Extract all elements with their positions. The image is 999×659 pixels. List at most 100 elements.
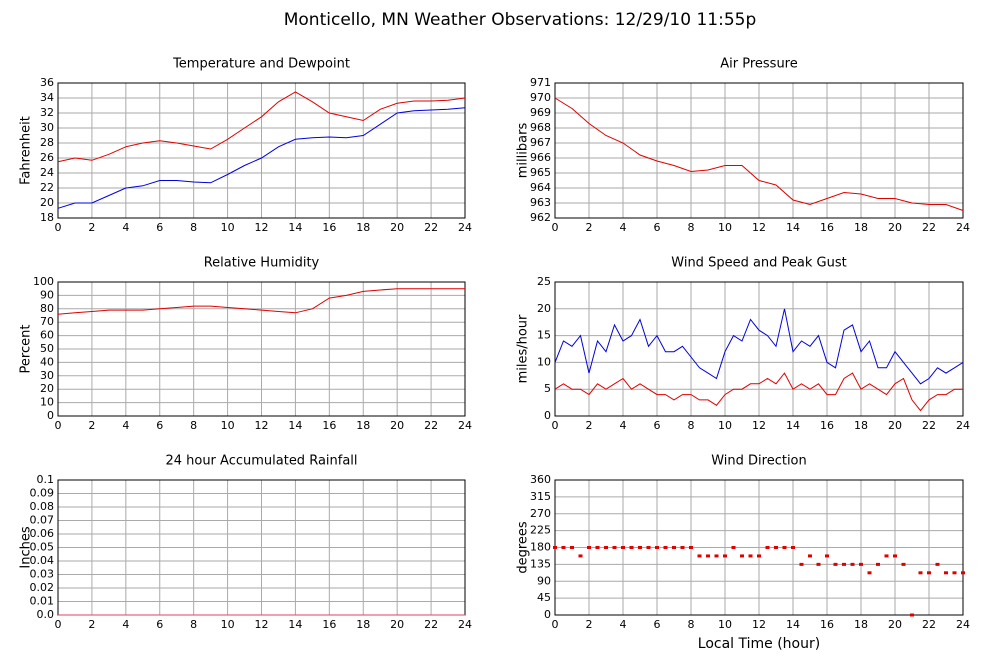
- data-point: [961, 571, 965, 575]
- y-tick-label: 965: [530, 166, 551, 179]
- y-tick-label: 25: [537, 275, 551, 288]
- y-tick-label: 0: [544, 608, 551, 621]
- y-tick-label: 30: [40, 121, 54, 134]
- y-tick-label: 0.0: [37, 608, 55, 621]
- data-line: [554, 308, 964, 385]
- x-tick-label: 22: [424, 221, 438, 234]
- y-axis-label: Percent: [19, 325, 34, 374]
- x-tick-label: 18: [854, 419, 868, 432]
- data-point: [578, 554, 583, 558]
- y-tick-label: 0.09: [30, 487, 55, 500]
- data-point: [833, 562, 838, 566]
- x-tick-label: 12: [255, 221, 269, 234]
- plot-frame: [57, 281, 466, 417]
- data-point: [850, 562, 855, 566]
- data-point: [927, 571, 931, 575]
- x-tick-label: 0: [55, 618, 62, 631]
- data-point: [910, 613, 914, 617]
- x-tick-label: 24: [458, 618, 472, 631]
- data-point: [714, 554, 719, 558]
- y-tick-label: 0.06: [30, 527, 55, 540]
- y-tick-label: 969: [530, 106, 551, 119]
- y-tick-label: 0.05: [30, 541, 55, 554]
- x-tick-label: 4: [620, 618, 627, 631]
- x-tick-label: 20: [390, 419, 404, 432]
- y-tick-label: 0.07: [30, 514, 55, 527]
- x-tick-label: 2: [586, 618, 593, 631]
- x-tick-label: 12: [255, 618, 269, 631]
- y-tick-label: 20: [40, 196, 54, 209]
- x-tick-label: 6: [156, 419, 163, 432]
- x-tick-label: 4: [122, 618, 129, 631]
- y-tick-label: 15: [537, 329, 551, 342]
- x-tick-label: 20: [390, 618, 404, 631]
- data-point: [655, 546, 659, 549]
- y-tick-label: 966: [530, 151, 551, 164]
- data-point: [561, 546, 566, 549]
- x-tick-label: 16: [322, 221, 336, 234]
- x-tick-label: 18: [356, 221, 370, 234]
- y-tick-label: 270: [530, 507, 551, 520]
- y-tick-label: 0: [47, 409, 54, 422]
- data-point: [825, 554, 829, 558]
- y-tick-label: 962: [530, 211, 551, 224]
- data-point: [723, 554, 727, 558]
- x-tick-label: 14: [786, 221, 800, 234]
- plot-frame: [554, 82, 964, 219]
- x-tick-label: 14: [786, 419, 800, 432]
- data-point: [706, 554, 710, 558]
- x-tick-label: 6: [654, 419, 661, 432]
- y-tick-label: 0.1: [37, 473, 55, 486]
- data-point: [765, 546, 770, 549]
- x-tick-label: 12: [752, 618, 766, 631]
- data-point: [553, 546, 557, 549]
- x-tick-label: 10: [221, 419, 235, 432]
- data-point: [816, 562, 821, 566]
- x-tick-label: 20: [390, 221, 404, 234]
- x-tick-label: 8: [688, 419, 695, 432]
- x-tick-label: 24: [956, 221, 970, 234]
- x-tick-label: 16: [322, 618, 336, 631]
- x-tick-label: 16: [820, 618, 834, 631]
- data-point: [952, 571, 957, 575]
- x-tick-label: 12: [752, 419, 766, 432]
- x-tick-label: 14: [288, 419, 302, 432]
- data-line: [554, 372, 963, 412]
- x-tick-label: 22: [922, 419, 936, 432]
- data-point: [944, 571, 948, 575]
- x-tick-label: 4: [122, 419, 129, 432]
- y-tick-label: 0.04: [30, 554, 55, 567]
- x-tick-label: 2: [88, 419, 95, 432]
- data-point: [629, 546, 634, 549]
- data-point: [748, 554, 753, 558]
- y-tick-label: 60: [40, 329, 54, 342]
- data-point: [663, 546, 668, 549]
- x-tick-label: 8: [688, 618, 695, 631]
- y-tick-label: 360: [530, 473, 551, 486]
- y-tick-label: 45: [537, 591, 551, 604]
- data-point: [799, 562, 804, 566]
- y-tick-label: 30: [40, 369, 54, 382]
- y-tick-label: 90: [537, 574, 551, 587]
- y-tick-label: 20: [537, 302, 551, 315]
- data-point: [859, 562, 863, 566]
- y-tick-label: 20: [40, 382, 54, 395]
- x-tick-label: 10: [718, 221, 732, 234]
- y-tick-label: 22: [40, 181, 54, 194]
- x-tick-label: 0: [552, 419, 559, 432]
- data-point: [680, 546, 685, 549]
- y-tick-label: 0.03: [30, 568, 55, 581]
- data-point: [808, 554, 812, 558]
- x-tick-label: 16: [820, 419, 834, 432]
- data-point: [842, 562, 846, 566]
- data-point: [782, 546, 787, 549]
- chart-title: Wind Speed and Peak Gust: [671, 256, 846, 271]
- y-tick-label: 10: [40, 396, 54, 409]
- chart-title: Relative Humidity: [204, 256, 320, 271]
- data-point: [604, 546, 608, 549]
- y-tick-label: 50: [40, 342, 54, 355]
- chart-title: 24 hour Accumulated Rainfall: [165, 454, 357, 469]
- x-tick-label: 24: [956, 618, 970, 631]
- data-point: [621, 546, 625, 549]
- x-tick-label: 10: [718, 419, 732, 432]
